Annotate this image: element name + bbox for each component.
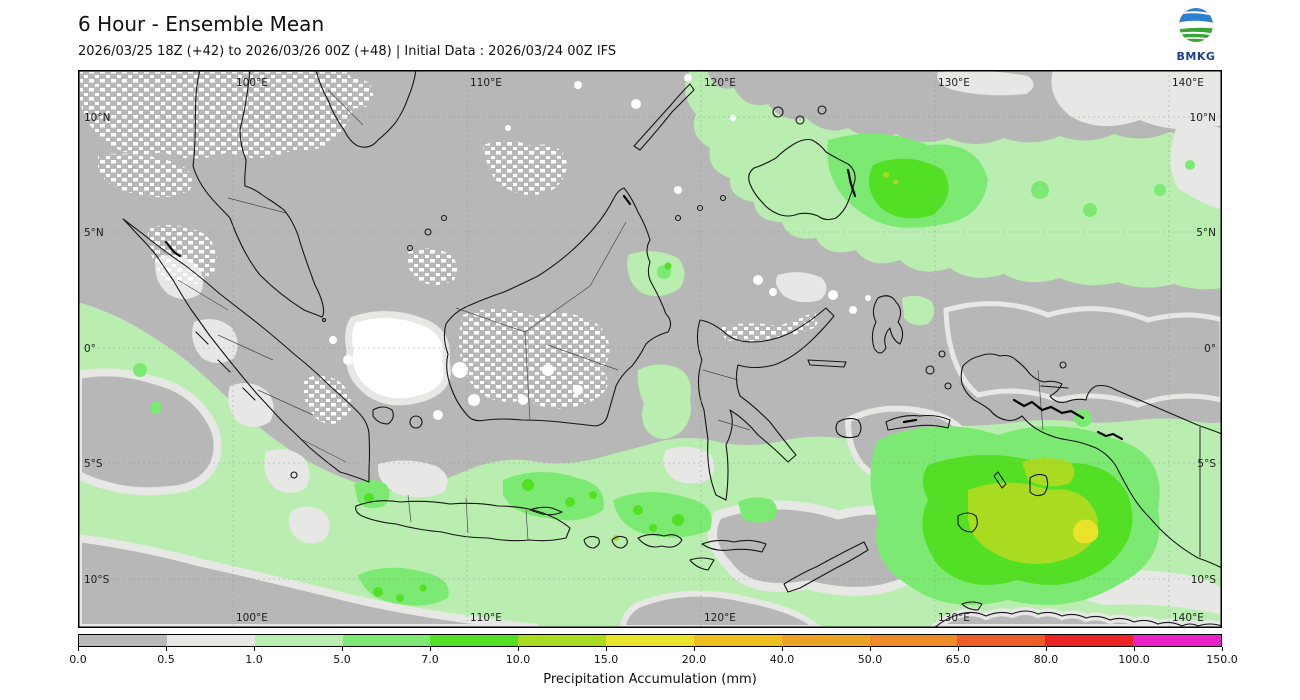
lon-label-bottom: 130°E xyxy=(938,612,970,624)
colorbar-swatches xyxy=(78,634,1222,647)
colorbar-segment xyxy=(606,635,694,646)
colorbar-tick xyxy=(78,647,79,651)
colorbar-tick-label: 15.0 xyxy=(593,653,619,666)
lon-label-bottom: 100°E xyxy=(236,612,268,624)
colorbar-segment xyxy=(254,635,343,646)
colorbar-segment xyxy=(1133,635,1221,646)
colorbar-segment xyxy=(430,635,519,646)
lat-label-right: 0° xyxy=(1204,343,1216,355)
colorbar-segment xyxy=(79,635,167,646)
lat-label-right: 5°N xyxy=(1196,227,1216,239)
graticule xyxy=(78,70,1222,628)
coastlines xyxy=(122,69,1223,629)
lon-label-bottom: 110°E xyxy=(470,612,502,624)
colorbar-tick-label: 50.0 xyxy=(857,653,883,666)
admin-borders xyxy=(177,89,1044,541)
colorbar-segment xyxy=(869,635,958,646)
colorbar-tick-label: 150.0 xyxy=(1206,653,1238,666)
colorbar-tick-label: 1.0 xyxy=(245,653,263,666)
lat-label-right: 10°S xyxy=(1191,574,1217,586)
bmkg-logo-icon xyxy=(1179,8,1213,42)
graticule-labels: 100°E 110°E 120°E 130°E 140°E 100°E 110°… xyxy=(84,77,1216,624)
colorbar-tick-label: 7.0 xyxy=(421,653,439,666)
lon-label-top: 110°E xyxy=(470,77,502,89)
colorbar-segment xyxy=(1045,635,1134,646)
colorbar-tick-label: 20.0 xyxy=(681,653,707,666)
lat-label-left: 0° xyxy=(84,343,96,355)
colorbar-tick xyxy=(870,647,871,651)
colorbar-tick xyxy=(1222,647,1223,651)
colorbar-tick xyxy=(1046,647,1047,651)
colorbar-tick xyxy=(606,647,607,651)
colorbar-segment xyxy=(342,635,431,646)
colorbar-tick-label: 0.0 xyxy=(69,653,87,666)
colorbar-tick-label: 0.5 xyxy=(157,653,175,666)
colorbar-tick xyxy=(694,647,695,651)
lon-label-top: 120°E xyxy=(704,77,736,89)
colorbar-tick xyxy=(430,647,431,651)
colorbar-tick-label: 100.0 xyxy=(1118,653,1150,666)
terrain-marks xyxy=(164,168,1124,441)
colorbar-tick-label: 80.0 xyxy=(1033,653,1059,666)
colorbar-segment xyxy=(957,635,1046,646)
colorbar-tick xyxy=(782,647,783,651)
lat-label-left: 5°N xyxy=(84,227,104,239)
colorbar-segment xyxy=(166,635,255,646)
colorbar-tick xyxy=(958,647,959,651)
colorbar-tick xyxy=(1134,647,1135,651)
precipitation-map: 100°E 110°E 120°E 130°E 140°E 100°E 110°… xyxy=(74,69,1226,632)
colorbar-tick-label: 5.0 xyxy=(333,653,351,666)
lat-label-left: 5°S xyxy=(84,458,103,470)
lon-label-top: 130°E xyxy=(938,77,970,89)
colorbar-ticks: 0.0 0.5 1.0 5.0 7.0 10.0 15.0 20.0 40.0 50.0 65.0 8… xyxy=(69,647,1238,673)
colorbar-tick xyxy=(342,647,343,651)
colorbar-tick-label: 10.0 xyxy=(505,653,531,666)
lon-label-top: 140°E xyxy=(1172,77,1204,89)
colorbar-segment xyxy=(518,635,607,646)
colorbar-caption: Precipitation Accumulation (mm) xyxy=(543,672,757,687)
bmkg-logo: BMKG xyxy=(1166,6,1226,63)
lat-label-right: 10°N xyxy=(1190,112,1216,124)
lon-label-bottom: 120°E xyxy=(704,612,736,624)
colorbar-tick-label: 40.0 xyxy=(769,653,795,666)
lon-label-top: 100°E xyxy=(236,77,268,89)
map-canvas: 100°E 110°E 120°E 130°E 140°E 100°E 110°… xyxy=(74,69,1226,632)
colorbar-segment xyxy=(781,635,870,646)
lat-label-left: 10°S xyxy=(84,574,110,586)
lat-label-right: 5°S xyxy=(1197,458,1216,470)
colorbar-tick xyxy=(254,647,255,651)
lat-label-left: 10°N xyxy=(84,112,110,124)
colorbar-tick-label: 65.0 xyxy=(945,653,971,666)
colorbar-segment xyxy=(693,635,782,646)
map-frame xyxy=(78,70,1222,628)
lon-label-bottom: 140°E xyxy=(1172,612,1204,624)
colorbar-tick xyxy=(166,647,167,651)
bmkg-logo-label: BMKG xyxy=(1176,50,1216,63)
page-subtitle: 2026/03/25 18Z (+42) to 2026/03/26 00Z (… xyxy=(78,44,617,59)
page-title: 6 Hour - Ensemble Mean xyxy=(78,12,325,36)
colorbar-tick xyxy=(518,647,519,651)
